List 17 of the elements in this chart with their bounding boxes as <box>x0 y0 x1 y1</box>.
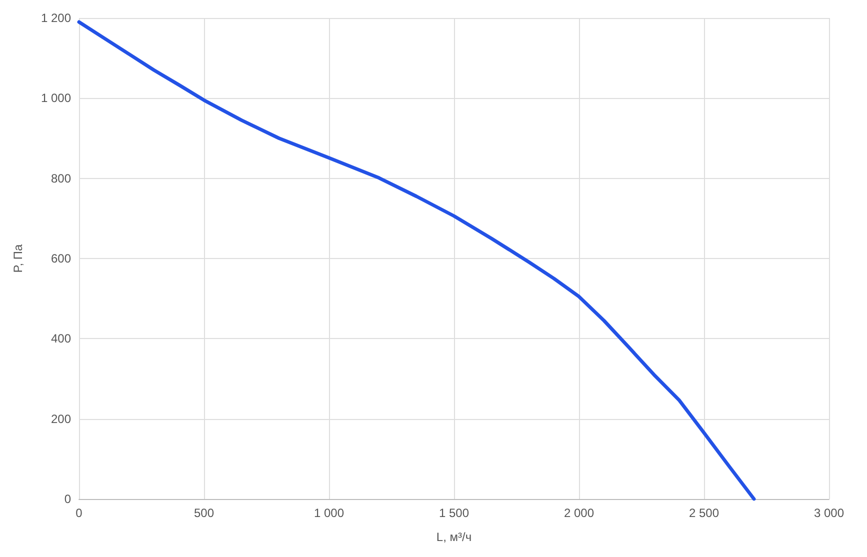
y-tick-label: 600 <box>50 252 72 266</box>
x-tick-label: 1 500 <box>438 506 470 520</box>
x-tick-label: 500 <box>194 506 214 520</box>
x-tick-label: 2 000 <box>564 506 594 520</box>
x-tick-label: 2 500 <box>688 506 720 520</box>
y-tick-label: 1 200 <box>40 11 72 25</box>
y-axis-title: P, Па <box>11 244 25 273</box>
x-tick-label: 1 000 <box>314 506 344 520</box>
line-series <box>77 20 756 501</box>
x-axis-title: L, м³/ч <box>436 530 472 544</box>
y-tick-label: 400 <box>50 332 72 346</box>
y-tick-label: 200 <box>50 412 72 426</box>
x-tick-label: 3 000 <box>814 506 844 520</box>
y-tick-label: 1 000 <box>40 91 72 106</box>
x-tick-label: 0 <box>76 506 83 520</box>
y-tick-label: 0 <box>64 492 72 506</box>
y-tick-label: 800 <box>50 171 72 186</box>
